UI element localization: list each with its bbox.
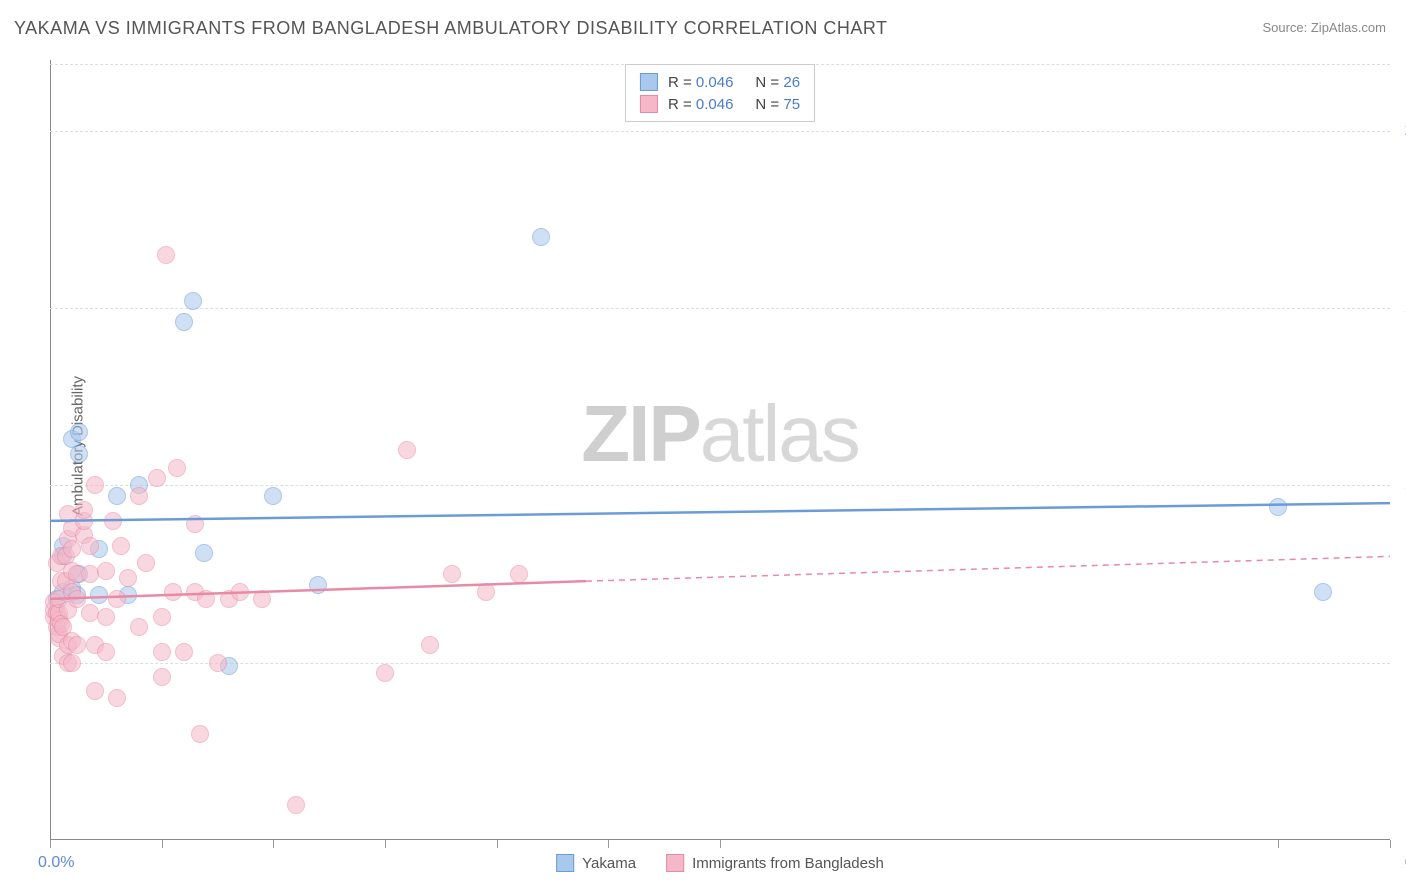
scatter-point [309, 576, 327, 594]
legend-swatch [640, 73, 658, 91]
legend-series-label: Immigrants from Bangladesh [692, 855, 884, 872]
scatter-point [164, 583, 182, 601]
watermark-bold: ZIP [581, 389, 699, 478]
trend-lines [50, 60, 1390, 840]
scatter-point [168, 459, 186, 477]
scatter-point [253, 590, 271, 608]
x-tick [273, 840, 274, 848]
watermark-light: atlas [700, 389, 859, 478]
legend-swatch [666, 854, 684, 872]
scatter-point [184, 292, 202, 310]
legend-r: R = 0.046 [668, 74, 733, 91]
legend-series-item: Immigrants from Bangladesh [666, 854, 884, 872]
trend-line [50, 503, 1390, 521]
source-name: ZipAtlas.com [1311, 20, 1386, 35]
x-tick [1278, 840, 1279, 848]
gridline [50, 485, 1390, 486]
x-tick [608, 840, 609, 848]
scatter-point [81, 537, 99, 555]
legend-n: N = 26 [755, 74, 800, 91]
legend-r: R = 0.046 [668, 96, 733, 113]
scatter-point [264, 487, 282, 505]
scatter-point [112, 537, 130, 555]
source-attribution: Source: ZipAtlas.com [1262, 20, 1386, 35]
scatter-point [421, 636, 439, 654]
gridline [50, 131, 1390, 132]
scatter-point [175, 313, 193, 331]
watermark: ZIPatlas [581, 388, 858, 480]
scatter-point [510, 565, 528, 583]
scatter-point [104, 512, 122, 530]
scatter-point [157, 246, 175, 264]
legend-stat-row: R = 0.046 N = 26 [640, 71, 800, 93]
scatter-point [1269, 498, 1287, 516]
scatter-point [130, 487, 148, 505]
scatter-point [195, 544, 213, 562]
scatter-point [398, 441, 416, 459]
x-tick [497, 840, 498, 848]
scatter-point [191, 725, 209, 743]
scatter-point [63, 654, 81, 672]
x-tick [162, 840, 163, 848]
gridline [50, 663, 1390, 664]
scatter-point [153, 643, 171, 661]
scatter-point [68, 636, 86, 654]
y-axis-line [50, 60, 51, 840]
x-tick [720, 840, 721, 848]
x-tick [385, 840, 386, 848]
scatter-point [443, 565, 461, 583]
scatter-point [532, 228, 550, 246]
scatter-point [70, 423, 88, 441]
chart-title: YAKAMA VS IMMIGRANTS FROM BANGLADESH AMB… [14, 18, 888, 39]
legend-n: N = 75 [755, 96, 800, 113]
scatter-point [108, 689, 126, 707]
scatter-point [153, 608, 171, 626]
scatter-point [197, 590, 215, 608]
x-tick [50, 840, 51, 848]
scatter-point [148, 469, 166, 487]
scatter-point [231, 583, 249, 601]
scatter-point [86, 476, 104, 494]
scatter-point [119, 569, 137, 587]
scatter-point [90, 586, 108, 604]
gridline [50, 308, 1390, 309]
x-axis-min-label: 0.0% [38, 854, 74, 872]
scatter-point [97, 608, 115, 626]
scatter-point [97, 643, 115, 661]
scatter-point [477, 583, 495, 601]
scatter-point [287, 796, 305, 814]
trend-line [586, 556, 1390, 581]
legend-series: Yakama Immigrants from Bangladesh [556, 854, 884, 872]
chart-plot-area: ZIPatlas 5.0%10.0%15.0%20.0% R = 0.046N … [50, 60, 1390, 840]
x-tick [1390, 840, 1391, 848]
scatter-point [137, 554, 155, 572]
scatter-point [70, 445, 88, 463]
scatter-point [209, 654, 227, 672]
scatter-point [153, 668, 171, 686]
scatter-point [68, 590, 86, 608]
legend-swatch [556, 854, 574, 872]
scatter-point [97, 562, 115, 580]
scatter-point [108, 487, 126, 505]
scatter-point [1314, 583, 1332, 601]
scatter-point [175, 643, 193, 661]
legend-series-item: Yakama [556, 854, 636, 872]
scatter-point [86, 682, 104, 700]
scatter-point [75, 501, 93, 519]
legend-swatch [640, 95, 658, 113]
scatter-point [108, 590, 126, 608]
legend-stats: R = 0.046 N = 26 R = 0.046 N = 75 [625, 64, 815, 122]
source-prefix: Source: [1262, 20, 1310, 35]
scatter-point [130, 618, 148, 636]
scatter-point [186, 515, 204, 533]
legend-series-label: Yakama [582, 855, 636, 872]
scatter-point [376, 664, 394, 682]
legend-stat-row: R = 0.046 N = 75 [640, 93, 800, 115]
